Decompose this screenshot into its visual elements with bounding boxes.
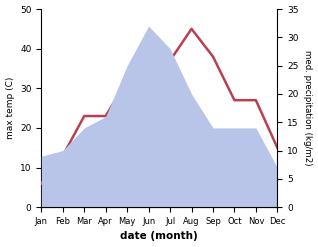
Y-axis label: med. precipitation (kg/m2): med. precipitation (kg/m2) <box>303 50 313 166</box>
Y-axis label: max temp (C): max temp (C) <box>5 77 15 139</box>
X-axis label: date (month): date (month) <box>121 231 198 242</box>
